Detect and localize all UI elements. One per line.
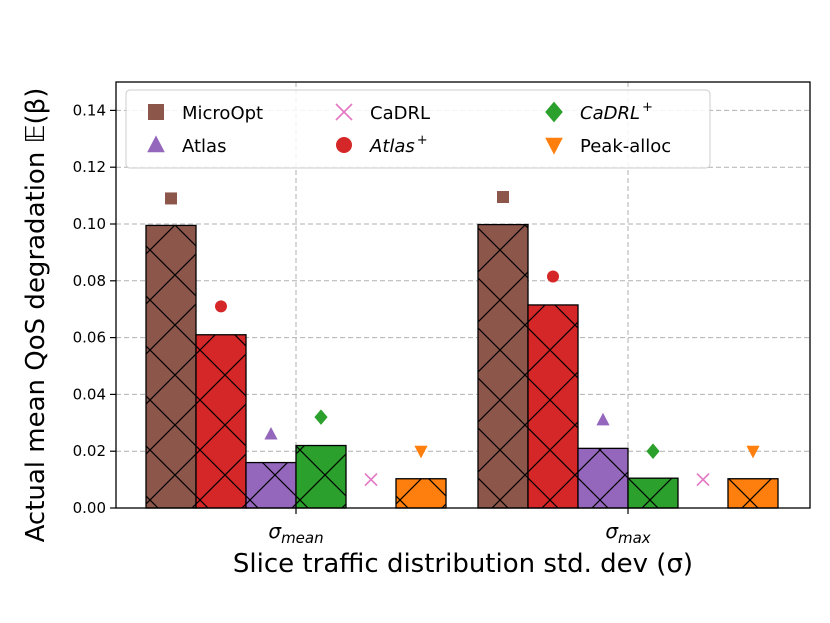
- plot-frame: [115, 81, 811, 509]
- markers: [165, 191, 760, 487]
- y-tick-label: 0.10: [73, 215, 106, 233]
- x-tick-label: σmax: [605, 519, 650, 547]
- bar-hatch: [195, 334, 247, 509]
- bar-hatch: [477, 223, 529, 509]
- legend-label: CaDRL: [370, 103, 430, 124]
- bar-hatch: [245, 461, 297, 509]
- data-point-marker: [497, 191, 509, 204]
- data-point-marker: [596, 412, 610, 426]
- y-tick-label: 0.06: [73, 329, 106, 347]
- y-tick-label: 0.08: [73, 272, 106, 290]
- data-point-marker: [215, 300, 227, 313]
- legend-label: MicroOpt: [182, 103, 263, 124]
- legend-marker: [147, 135, 165, 153]
- legend-marker: [335, 103, 353, 121]
- bar-hatch: [577, 447, 629, 509]
- data-point-marker: [746, 445, 760, 459]
- data-point-marker: [646, 443, 660, 459]
- data-point-marker: [414, 445, 428, 459]
- legend-label: Atlas +: [369, 133, 428, 157]
- bar-hatch: [727, 478, 779, 509]
- data-point-marker: [364, 473, 378, 487]
- legend-marker: [545, 101, 563, 123]
- y-tick-label: 0.04: [73, 385, 106, 403]
- bar-hatch: [145, 224, 197, 509]
- legend-box: [125, 89, 711, 169]
- legend: MicroOpt Atlas CaDRL Atlas + CaDRL + Peak-alloc: [125, 89, 711, 169]
- y-tick-label: 0.00: [73, 499, 106, 517]
- data-point-marker: [314, 409, 328, 425]
- x-tick-label: σmean: [268, 519, 323, 547]
- bar-hatch: [295, 444, 347, 509]
- legend-label: CaDRL +: [580, 100, 653, 124]
- data-point-marker: [165, 192, 177, 205]
- bar-hatch: [627, 477, 679, 509]
- y-axis-title: Actual mean QoS degradation 𝔼(β): [21, 88, 51, 543]
- bar-hatch: [527, 304, 579, 509]
- data-point-marker: [264, 426, 278, 440]
- y-tick-label: 0.14: [73, 101, 106, 119]
- bars: [145, 223, 779, 509]
- legend-marker: [336, 137, 352, 153]
- legend-label: Atlas: [182, 136, 226, 157]
- x-axis-title: Slice traffic distribution std. dev (σ): [233, 549, 693, 579]
- data-point-marker: [696, 473, 710, 487]
- y-tick-label: 0.12: [73, 158, 106, 176]
- y-axis: 0.00 0.02 0.04 0.06 0.08 0.10 0.12 0.14: [73, 101, 116, 517]
- bar-hatch: [395, 478, 447, 509]
- legend-label: Peak-alloc: [580, 136, 671, 157]
- data-point-marker: [547, 270, 559, 283]
- x-axis: σmean σmax: [268, 508, 651, 547]
- legend-marker: [148, 104, 164, 120]
- legend-marker: [545, 137, 563, 155]
- y-tick-label: 0.02: [73, 442, 106, 460]
